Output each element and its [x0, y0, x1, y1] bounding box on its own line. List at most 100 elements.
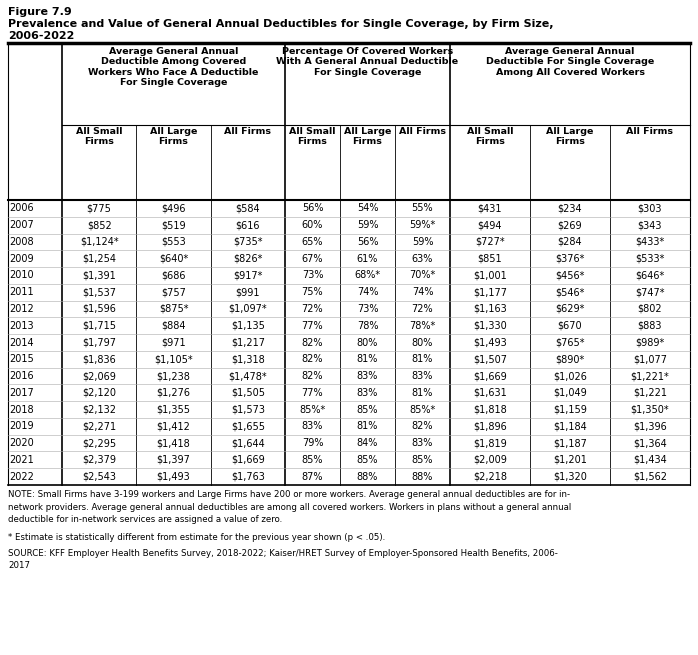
Text: 84%: 84%	[357, 438, 378, 448]
Text: 2014: 2014	[9, 337, 34, 348]
Text: $1,478*: $1,478*	[228, 371, 267, 381]
Text: $496: $496	[161, 204, 186, 214]
Text: $1,896: $1,896	[473, 421, 507, 432]
Text: All Firms: All Firms	[224, 127, 272, 136]
Text: 85%: 85%	[302, 455, 323, 465]
Text: 85%: 85%	[357, 455, 378, 465]
Text: 87%: 87%	[302, 472, 323, 481]
Text: 82%: 82%	[302, 371, 323, 381]
Text: 80%: 80%	[412, 337, 433, 348]
Text: $670: $670	[558, 321, 582, 331]
Text: $1,364: $1,364	[633, 438, 667, 448]
Text: 85%: 85%	[412, 455, 433, 465]
Text: $747*: $747*	[635, 287, 664, 297]
Text: $917*: $917*	[233, 271, 262, 280]
Text: All Large
Firms: All Large Firms	[150, 127, 198, 147]
Text: $1,819: $1,819	[473, 438, 507, 448]
Text: 88%: 88%	[357, 472, 378, 481]
Text: $1,505: $1,505	[231, 388, 265, 398]
Text: 2010: 2010	[9, 271, 34, 280]
Text: $989*: $989*	[635, 337, 664, 348]
Text: Prevalence and Value of General Annual Deductibles for Single Coverage, by Firm : Prevalence and Value of General Annual D…	[8, 19, 554, 29]
Text: $2,271: $2,271	[82, 421, 117, 432]
Text: $2,295: $2,295	[82, 438, 117, 448]
Text: $1,184: $1,184	[553, 421, 587, 432]
Text: $546*: $546*	[556, 287, 585, 297]
Text: $1,049: $1,049	[553, 388, 587, 398]
Text: 2015: 2015	[9, 354, 34, 364]
Text: $1,562: $1,562	[633, 472, 667, 481]
Text: $2,379: $2,379	[82, 455, 116, 465]
Text: $1,573: $1,573	[231, 405, 265, 415]
Text: 83%: 83%	[412, 371, 433, 381]
Text: All Firms: All Firms	[627, 127, 674, 136]
Text: 78%*: 78%*	[409, 321, 436, 331]
Text: $890*: $890*	[556, 354, 585, 364]
Text: $343: $343	[638, 220, 662, 230]
Text: $1,026: $1,026	[553, 371, 587, 381]
Text: $883: $883	[638, 321, 662, 331]
Text: $1,077: $1,077	[633, 354, 667, 364]
Text: $1,330: $1,330	[473, 321, 507, 331]
Text: 83%: 83%	[302, 421, 323, 432]
Text: $1,418: $1,418	[156, 438, 191, 448]
Text: $686: $686	[161, 271, 186, 280]
Text: $376*: $376*	[556, 253, 585, 264]
Text: All Large
Firms: All Large Firms	[344, 127, 391, 147]
Text: 2007: 2007	[9, 220, 34, 230]
Text: 2022: 2022	[9, 472, 34, 481]
Text: $1,105*: $1,105*	[154, 354, 193, 364]
Text: $1,655: $1,655	[231, 421, 265, 432]
Text: $1,396: $1,396	[633, 421, 667, 432]
Text: 2021: 2021	[9, 455, 34, 465]
Text: 67%: 67%	[302, 253, 323, 264]
Text: 59%: 59%	[412, 237, 433, 247]
Text: $1,631: $1,631	[473, 388, 507, 398]
Text: $1,217: $1,217	[231, 337, 265, 348]
Text: $2,218: $2,218	[473, 472, 507, 481]
Text: $735*: $735*	[233, 237, 262, 247]
Text: $1,135: $1,135	[231, 321, 265, 331]
Text: $1,507: $1,507	[473, 354, 507, 364]
Text: $494: $494	[477, 220, 503, 230]
Text: 85%: 85%	[357, 405, 378, 415]
Text: $826*: $826*	[233, 253, 262, 264]
Text: 82%: 82%	[302, 337, 323, 348]
Text: $2,120: $2,120	[82, 388, 116, 398]
Text: 2017: 2017	[8, 561, 30, 571]
Text: * Estimate is statistically different from estimate for the previous year shown : * Estimate is statistically different fr…	[8, 534, 385, 542]
Text: $1,715: $1,715	[82, 321, 116, 331]
Text: 2009: 2009	[9, 253, 34, 264]
Text: 2013: 2013	[9, 321, 34, 331]
Text: 2011: 2011	[9, 287, 34, 297]
Text: $1,391: $1,391	[82, 271, 116, 280]
Text: Figure 7.9: Figure 7.9	[8, 7, 72, 17]
Text: $284: $284	[558, 237, 582, 247]
Text: $1,434: $1,434	[633, 455, 667, 465]
Text: $765*: $765*	[555, 337, 585, 348]
Text: 56%: 56%	[302, 204, 323, 214]
Text: 78%: 78%	[357, 321, 378, 331]
Text: 81%: 81%	[412, 354, 433, 364]
Text: 81%: 81%	[412, 388, 433, 398]
Text: 74%: 74%	[412, 287, 433, 297]
Text: $433*: $433*	[635, 237, 664, 247]
Text: Average General Annual
Deductible For Single Coverage
Among All Covered Workers: Average General Annual Deductible For Si…	[486, 47, 654, 77]
Text: 2006: 2006	[9, 204, 34, 214]
Text: 70%*: 70%*	[409, 271, 436, 280]
Text: $584: $584	[235, 204, 260, 214]
Text: All Small
Firms: All Small Firms	[467, 127, 513, 147]
Text: 2006-2022: 2006-2022	[8, 31, 75, 41]
Text: $727*: $727*	[475, 237, 505, 247]
Text: 75%: 75%	[302, 287, 323, 297]
Text: $1,669: $1,669	[473, 371, 507, 381]
Text: 61%: 61%	[357, 253, 378, 264]
Text: NOTE: Small Firms have 3-199 workers and Large Firms have 200 or more workers. A: NOTE: Small Firms have 3-199 workers and…	[8, 490, 570, 499]
Text: 2016: 2016	[9, 371, 34, 381]
Text: 77%: 77%	[302, 388, 323, 398]
Text: $1,254: $1,254	[82, 253, 116, 264]
Text: 79%: 79%	[302, 438, 323, 448]
Text: $646*: $646*	[635, 271, 664, 280]
Text: $1,124*: $1,124*	[80, 237, 119, 247]
Text: Percentage Of Covered Workers
With A General Annual Deductible
For Single Covera: Percentage Of Covered Workers With A Gen…	[276, 47, 459, 77]
